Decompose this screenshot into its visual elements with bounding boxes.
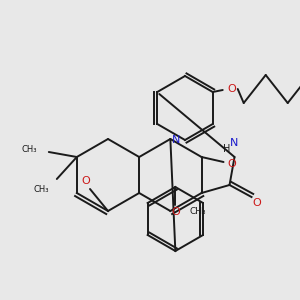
- Text: O: O: [252, 198, 261, 208]
- Text: H: H: [223, 144, 230, 154]
- Text: N: N: [172, 135, 181, 145]
- Text: CH₃: CH₃: [189, 208, 206, 217]
- Text: O: O: [227, 159, 236, 169]
- Text: O: O: [82, 176, 90, 186]
- Text: O: O: [171, 207, 180, 217]
- Text: N: N: [230, 138, 239, 148]
- Text: O: O: [227, 84, 236, 94]
- Text: CH₃: CH₃: [21, 145, 37, 154]
- Text: CH₃: CH₃: [33, 184, 49, 194]
